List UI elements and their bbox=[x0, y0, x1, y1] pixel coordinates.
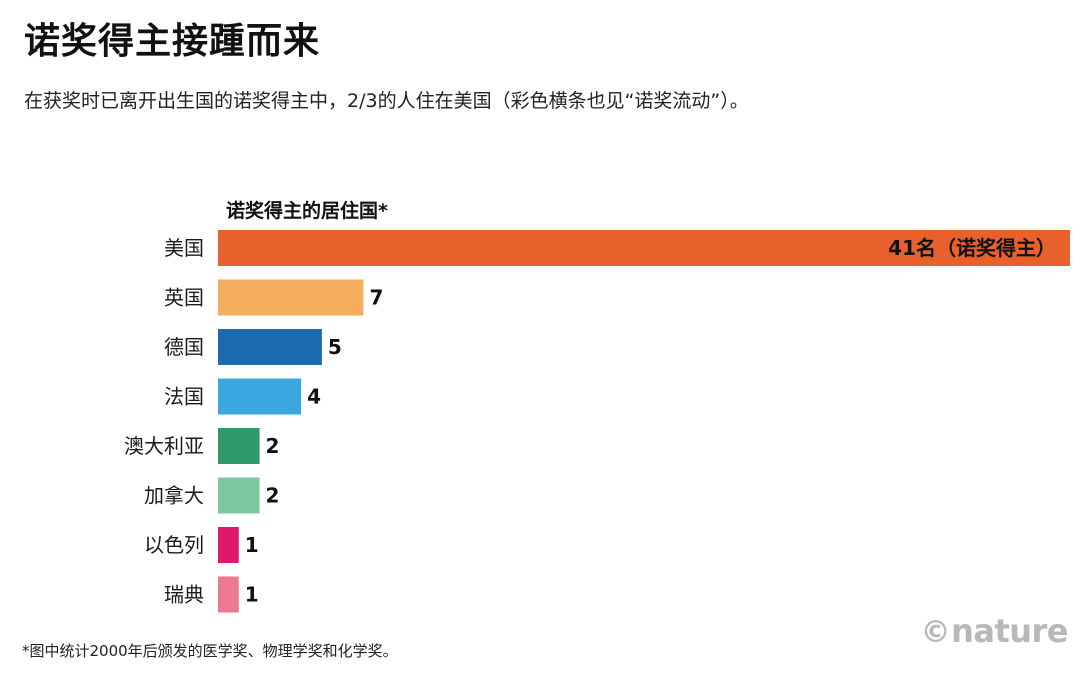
category-label: 英国 bbox=[164, 286, 204, 310]
bar-0 bbox=[218, 230, 1070, 266]
category-label: 加拿大 bbox=[144, 484, 204, 508]
page-subtitle: 在获奖时已离开出生国的诺奖得主中，2/3的人住在美国（彩色横条也见“诺奖流动”）… bbox=[24, 90, 749, 112]
bar-6 bbox=[218, 527, 239, 563]
bar-1 bbox=[218, 279, 364, 316]
category-label: 澳大利亚 bbox=[124, 434, 204, 458]
category-label: 瑞典 bbox=[164, 583, 204, 607]
value-label: 2 bbox=[266, 434, 280, 458]
value-label: 41名（诺奖得主） bbox=[888, 236, 1056, 260]
bar-2 bbox=[218, 329, 322, 365]
chart-title: 诺奖得主的居住国* bbox=[226, 199, 388, 222]
value-label: 1 bbox=[245, 583, 259, 607]
bar-5 bbox=[218, 477, 260, 514]
value-label: 5 bbox=[328, 335, 342, 359]
footnote: *图中统计2000年后颁发的医学奖、物理学奖和化学奖。 bbox=[22, 642, 398, 660]
value-label: 1 bbox=[245, 533, 259, 557]
category-label: 以色列 bbox=[144, 533, 204, 557]
bar-3 bbox=[218, 378, 302, 415]
brand-name: nature bbox=[951, 612, 1068, 650]
page-title: 诺奖得主接踵而来 bbox=[24, 21, 321, 62]
bar-7 bbox=[218, 576, 239, 613]
value-label: 4 bbox=[307, 385, 321, 409]
category-label: 法国 bbox=[164, 385, 204, 409]
nature-logo: ©nature bbox=[920, 612, 1069, 650]
value-label: 7 bbox=[369, 286, 383, 310]
category-label: 美国 bbox=[164, 236, 204, 260]
value-label: 2 bbox=[266, 484, 280, 508]
copyright-symbol: © bbox=[920, 615, 951, 650]
category-label: 德国 bbox=[164, 335, 204, 359]
bar-4 bbox=[218, 428, 260, 464]
bars-group: 美国 41名（诺奖得主） 英国 7 德国 5 法国 4 澳大利亚 2 加拿大 2 以色列 1 瑞典 1 bbox=[124, 230, 1070, 613]
